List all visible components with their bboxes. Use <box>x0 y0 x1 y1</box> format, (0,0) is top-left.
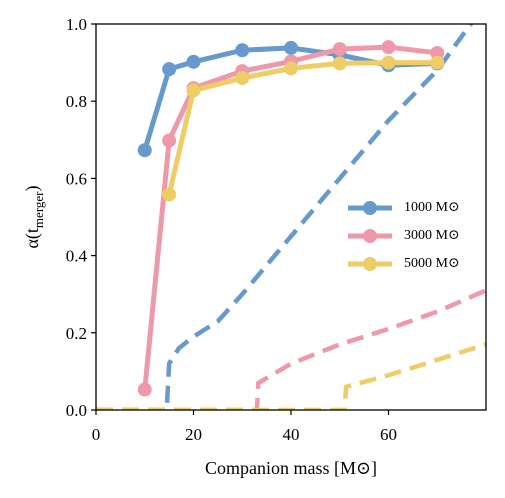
x-tick-label: 60 <box>380 425 397 444</box>
dashed-line <box>96 288 486 410</box>
y-label-subscript: merger <box>31 191 46 228</box>
x-tick-label: 0 <box>92 425 101 444</box>
y-tick-label: 1.0 <box>66 15 87 34</box>
dashed-line <box>96 342 486 410</box>
y-tick-label: 0.0 <box>66 401 87 420</box>
y-tick-label: 0.6 <box>66 169 87 188</box>
plot-area <box>96 24 486 410</box>
marker <box>162 187 177 202</box>
marker <box>332 56 347 71</box>
marker <box>186 54 201 69</box>
legend-marker <box>363 257 377 271</box>
legend-label: 5000 M⊙ <box>404 256 460 271</box>
marker <box>381 55 396 70</box>
marker <box>186 83 201 98</box>
y-label-part: α(t <box>22 228 43 248</box>
marker <box>235 71 250 86</box>
series-line <box>142 44 438 390</box>
legend-label: 3000 M⊙ <box>404 228 460 243</box>
marker <box>284 40 298 55</box>
y-tick-label: 0.8 <box>66 92 87 111</box>
marker <box>162 62 177 77</box>
marker <box>381 40 396 55</box>
marker <box>137 382 152 397</box>
x-tick-label: 40 <box>283 425 300 444</box>
legend-marker <box>363 229 377 243</box>
legend-marker <box>363 201 377 215</box>
legend-label: 1000 M⊙ <box>404 200 460 215</box>
x-tick-label: 20 <box>185 425 202 444</box>
y-tick-label: 0.4 <box>66 247 88 266</box>
dashed-line <box>96 24 474 410</box>
marker <box>235 43 250 58</box>
y-label-part: ) <box>22 185 43 191</box>
y-tick-label: 0.2 <box>66 324 87 343</box>
marker <box>162 133 177 148</box>
y-axis-label: α(tmerger) <box>22 185 46 248</box>
marker <box>332 42 347 57</box>
marker <box>137 143 152 158</box>
marker <box>284 61 298 76</box>
marker <box>430 55 445 70</box>
marker <box>430 45 445 60</box>
x-axis-label: Companion mass [M⊙] <box>205 458 377 478</box>
